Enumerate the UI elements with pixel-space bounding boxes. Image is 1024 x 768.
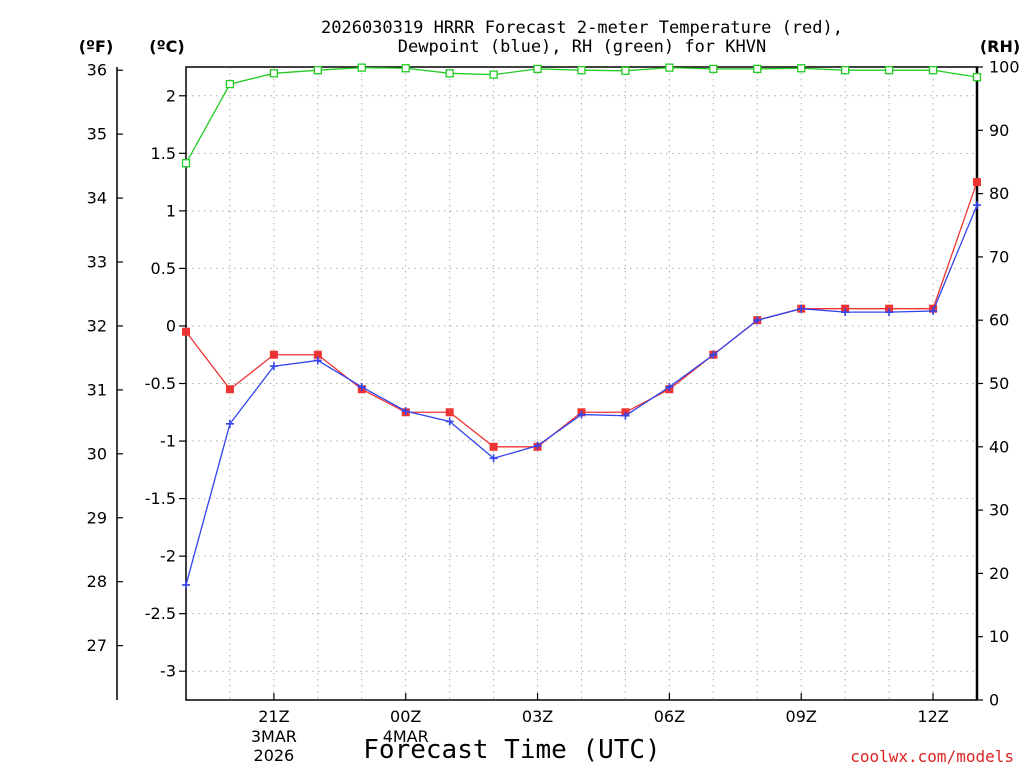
rh-point bbox=[709, 64, 718, 74]
x-tick-year-label: 2026 bbox=[254, 746, 295, 765]
rh-point bbox=[313, 66, 322, 75]
x-tick-date-label: 4MAR bbox=[383, 727, 429, 746]
x-tick-date-label: 3MAR bbox=[251, 727, 297, 746]
rh-point bbox=[269, 69, 279, 78]
fahrenheit-tick-label: 35 bbox=[87, 125, 107, 144]
dewpoint-point bbox=[665, 382, 674, 391]
dewpoint-point bbox=[313, 356, 322, 365]
dewpoint-point bbox=[577, 410, 586, 419]
celsius-tick-label: 1 bbox=[166, 201, 176, 220]
temperature-point bbox=[269, 350, 278, 359]
dewpoint-point bbox=[973, 201, 981, 210]
rh-tick-label: 0 bbox=[989, 691, 999, 710]
temperature-point bbox=[182, 327, 190, 336]
dewpoint-point bbox=[621, 411, 630, 420]
celsius-tick-label: -2 bbox=[160, 547, 176, 566]
rh-point bbox=[928, 66, 938, 75]
fahrenheit-tick-label: 32 bbox=[87, 316, 107, 335]
dewpoint-point bbox=[401, 407, 410, 416]
grid-lines bbox=[185, 67, 978, 700]
dewpoint-point bbox=[489, 454, 498, 463]
rh-tick-label: 80 bbox=[989, 184, 1009, 203]
rh-point bbox=[753, 64, 762, 74]
fahrenheit-tick-label: 31 bbox=[87, 380, 107, 399]
celsius-tick-label: 0.5 bbox=[151, 259, 176, 278]
rh-point bbox=[489, 70, 498, 79]
celsius-tick-label: 0 bbox=[166, 316, 176, 335]
celsius-tick-label: 2 bbox=[166, 86, 176, 105]
x-tick-label: 21Z bbox=[258, 707, 289, 726]
x-tick-label: 12Z bbox=[917, 707, 948, 726]
dewpoint-point bbox=[357, 382, 366, 391]
rh-tick-label: 20 bbox=[989, 564, 1009, 583]
rh-tick-label: 40 bbox=[989, 437, 1009, 456]
temperature-point bbox=[489, 442, 498, 451]
fahrenheit-tick-label: 29 bbox=[87, 508, 107, 527]
dewpoint-point bbox=[182, 580, 190, 589]
rh-point bbox=[797, 64, 806, 73]
rh-tick-label: 30 bbox=[989, 501, 1009, 520]
dewpoint-point bbox=[753, 316, 762, 325]
celsius-tick-label: -0.5 bbox=[145, 374, 176, 393]
rh-point bbox=[621, 66, 630, 75]
dewpoint-line bbox=[185, 204, 978, 586]
axes: 2 1.5 1 0.5 0 -0.5 -1 -1.5 -2 -2.5 -3 36 35 34 33 32 31 3… bbox=[87, 58, 1020, 766]
rh-point bbox=[841, 66, 850, 75]
x-axis-title: Forecast Time (UTC) bbox=[363, 735, 660, 765]
temperature-point bbox=[445, 408, 454, 417]
temperature-point bbox=[973, 178, 981, 187]
celsius-unit-label: (ºC) bbox=[149, 37, 184, 56]
rh-tick-label: 90 bbox=[989, 121, 1009, 140]
x-tick-label: 06Z bbox=[654, 707, 685, 726]
series-layer bbox=[181, 63, 982, 589]
dewpoint-point bbox=[709, 350, 718, 359]
dewpoint-point bbox=[269, 362, 278, 371]
dewpoint-point bbox=[533, 441, 542, 450]
fahrenheit-tick-label: 36 bbox=[87, 61, 107, 80]
rh-point bbox=[445, 69, 454, 78]
rh-point bbox=[357, 63, 366, 72]
celsius-tick-label: -3 bbox=[160, 662, 176, 681]
celsius-tick-label: -1 bbox=[160, 432, 176, 451]
rh-point bbox=[577, 66, 586, 75]
dewpoint-point bbox=[929, 306, 938, 315]
rh-point bbox=[181, 159, 191, 168]
dewpoint-point bbox=[225, 419, 234, 428]
x-tick-label: 00Z bbox=[390, 707, 421, 726]
credit-text: coolwx.com/models bbox=[850, 747, 1014, 766]
x-tick-label: 03Z bbox=[522, 707, 553, 726]
fahrenheit-tick-label: 33 bbox=[87, 253, 107, 272]
fahrenheit-tick-label: 34 bbox=[87, 189, 107, 208]
celsius-tick-label: -1.5 bbox=[145, 489, 176, 508]
rh-tick-label: 70 bbox=[989, 247, 1009, 266]
rh-point bbox=[665, 63, 674, 72]
rh-point bbox=[533, 64, 542, 74]
fahrenheit-tick-label: 27 bbox=[87, 636, 107, 655]
temperature-point bbox=[313, 350, 322, 359]
celsius-tick-label: -2.5 bbox=[145, 604, 176, 623]
rh-point bbox=[225, 79, 235, 89]
x-tick-label: 09Z bbox=[786, 707, 817, 726]
chart-title-line2: Dewpoint (blue), RH (green) for KHVN bbox=[398, 37, 766, 57]
fahrenheit-tick-label: 28 bbox=[87, 572, 107, 591]
chart-title-line1: 2026030319 HRRR Forecast 2-meter Tempera… bbox=[321, 18, 843, 38]
fahrenheit-unit-label: (ºF) bbox=[79, 37, 114, 56]
rh-tick-label: 100 bbox=[989, 58, 1020, 77]
rh-point bbox=[884, 66, 894, 75]
dewpoint-point bbox=[885, 308, 894, 317]
rh-tick-label: 50 bbox=[989, 374, 1009, 393]
rh-point bbox=[972, 72, 982, 82]
rh-tick-label: 10 bbox=[989, 627, 1009, 646]
fahrenheit-tick-label: 30 bbox=[87, 444, 107, 463]
temperature-point bbox=[225, 385, 234, 394]
celsius-tick-label: 1.5 bbox=[151, 144, 176, 163]
dewpoint-point bbox=[797, 304, 806, 313]
rh-point bbox=[401, 64, 410, 73]
dewpoint-point bbox=[841, 308, 850, 317]
rh-unit-label: (RH) bbox=[980, 37, 1020, 56]
rh-tick-label: 60 bbox=[989, 311, 1009, 330]
dewpoint-point bbox=[445, 417, 454, 426]
